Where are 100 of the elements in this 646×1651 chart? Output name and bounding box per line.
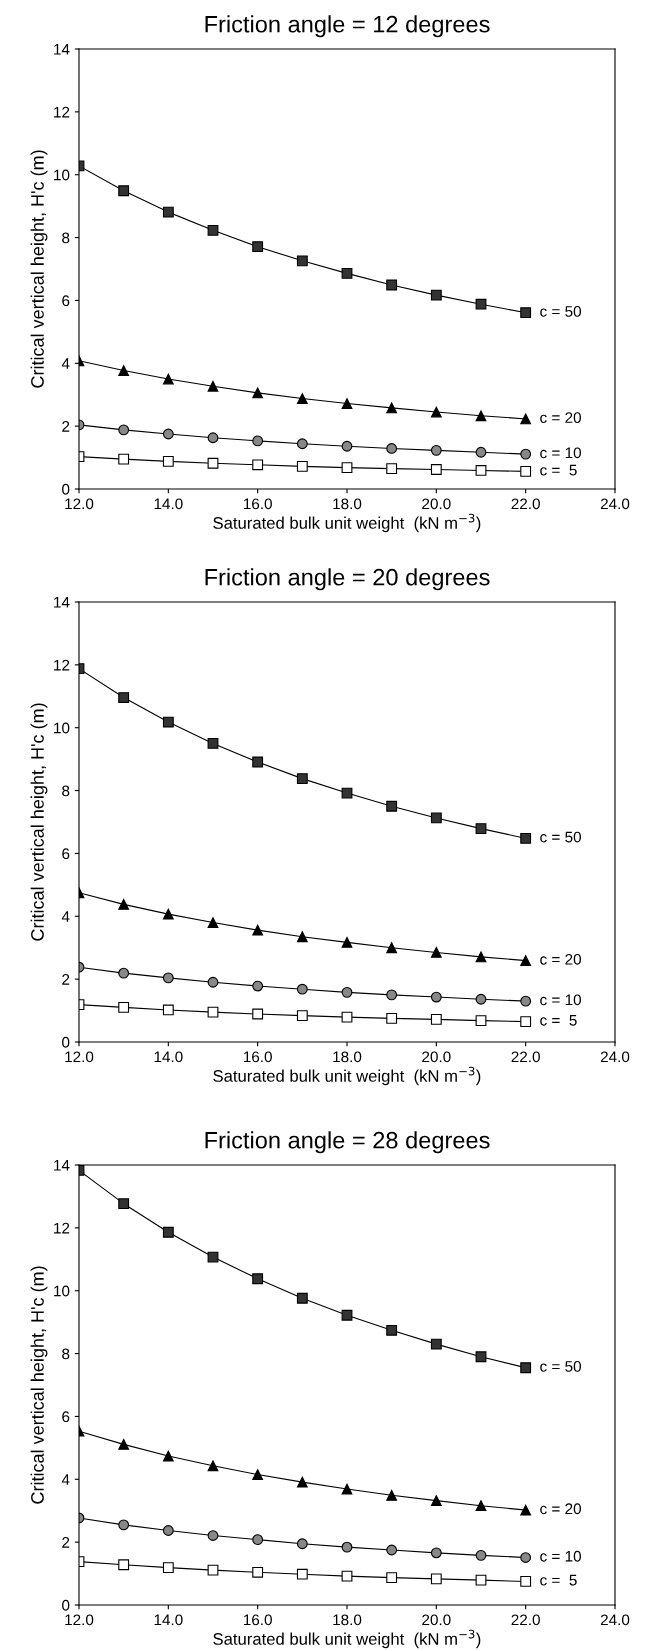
point: [520, 448, 532, 460]
point: [386, 463, 398, 474]
point: [386, 942, 398, 954]
x-tick-label: 16.0: [243, 498, 272, 510]
point: [162, 1525, 174, 1536]
x-tick-label: 14.0: [154, 1614, 183, 1626]
x-tick-label: 22.0: [511, 498, 540, 510]
point: [162, 1450, 174, 1462]
x-tick-label: 24.0: [600, 1614, 630, 1626]
point: [341, 1570, 353, 1582]
point: [520, 955, 532, 967]
series-label: c = 10: [540, 994, 581, 1006]
y-tick-label: 2: [62, 974, 70, 985]
chart-title: Friction angle = 12 degrees: [205, 15, 490, 38]
x-tick-label: 18.0: [333, 498, 362, 510]
point: [430, 1338, 442, 1350]
y-tick-label: 2: [62, 1537, 70, 1548]
y-tick-label: 12: [54, 659, 70, 671]
point: [430, 1013, 442, 1025]
point: [520, 995, 532, 1007]
point: [341, 440, 353, 452]
y-tick-label: 0: [62, 1036, 70, 1048]
point: [207, 738, 219, 749]
x-tick-label: 12.0: [65, 1051, 94, 1063]
point: [118, 1559, 130, 1571]
point: [296, 1538, 308, 1550]
y-tick-label: 6: [62, 1411, 70, 1423]
series-label: c = 5: [540, 1574, 577, 1586]
point: [296, 1476, 308, 1488]
point: [296, 1568, 308, 1580]
point: [475, 446, 487, 458]
point: [118, 424, 130, 436]
point: [430, 1547, 442, 1559]
point: [386, 1489, 398, 1501]
point: [475, 993, 487, 1005]
point: [252, 241, 264, 253]
x-axis-title: Saturated bulk unit weight (kN m$^{−3}$): [213, 1066, 481, 1086]
point: [475, 298, 487, 310]
y-tick-label: 8: [62, 1348, 70, 1360]
point: [520, 413, 532, 425]
point: [341, 462, 353, 474]
point: [118, 692, 130, 703]
point: [252, 1273, 264, 1285]
point: [520, 1576, 532, 1587]
x-tick-label: 14.0: [154, 498, 183, 510]
point: [386, 1324, 398, 1336]
point: [430, 991, 442, 1003]
y-axis-title: Critical vertical height, H'c (m): [30, 150, 48, 388]
x-tick-label: 24.0: [600, 498, 630, 510]
point: [430, 444, 442, 456]
point: [207, 432, 219, 444]
point: [341, 1541, 353, 1553]
x-tick-label: 22.0: [511, 1051, 540, 1063]
point: [207, 457, 219, 469]
point: [118, 453, 130, 465]
chart-title: Friction angle = 20 degrees: [205, 568, 490, 591]
y-tick-label: 4: [61, 358, 70, 369]
point: [341, 787, 353, 799]
point: [296, 773, 308, 785]
series-label: c = 20: [540, 953, 581, 965]
point: [430, 1573, 442, 1585]
point: [386, 402, 398, 414]
x-axis-title: Saturated bulk unit weight (kN m$^{−3}$): [213, 513, 481, 533]
point: [386, 1544, 398, 1556]
y-tick-label: 14: [54, 597, 70, 608]
point: [341, 1483, 353, 1495]
x-tick-label: 16.0: [243, 1051, 272, 1063]
point: [520, 1362, 532, 1374]
x-axis-title: Saturated bulk unit weight (kN m$^{−3}$): [213, 1629, 481, 1649]
y-tick-label: 10: [54, 722, 70, 734]
y-axis-title: Critical vertical height, H'c (m): [30, 1266, 48, 1504]
point: [341, 1011, 353, 1023]
y-tick-label: 8: [62, 785, 70, 797]
point: [118, 1438, 130, 1450]
point: [296, 255, 308, 267]
point: [430, 1495, 442, 1507]
point: [475, 1015, 487, 1027]
point: [430, 947, 442, 958]
point: [520, 1552, 532, 1563]
point: [252, 1469, 264, 1480]
point: [118, 898, 130, 910]
point: [520, 465, 532, 477]
point: [252, 435, 264, 447]
point: [520, 1504, 532, 1516]
point: [162, 908, 174, 920]
point: [118, 967, 130, 979]
point: [430, 406, 442, 418]
point: [252, 459, 264, 471]
point: [207, 224, 219, 236]
series-label: c = 50: [540, 831, 581, 843]
x-tick-label: 14.0: [154, 1051, 183, 1063]
point: [386, 443, 398, 454]
series-label: c = 20: [540, 412, 581, 424]
point: [252, 1008, 264, 1020]
point: [252, 756, 264, 768]
y-tick-label: 10: [54, 169, 70, 181]
y-tick-label: 14: [54, 1160, 70, 1171]
point: [207, 1006, 219, 1018]
point: [296, 1292, 308, 1304]
y-tick-label: 12: [54, 106, 70, 118]
